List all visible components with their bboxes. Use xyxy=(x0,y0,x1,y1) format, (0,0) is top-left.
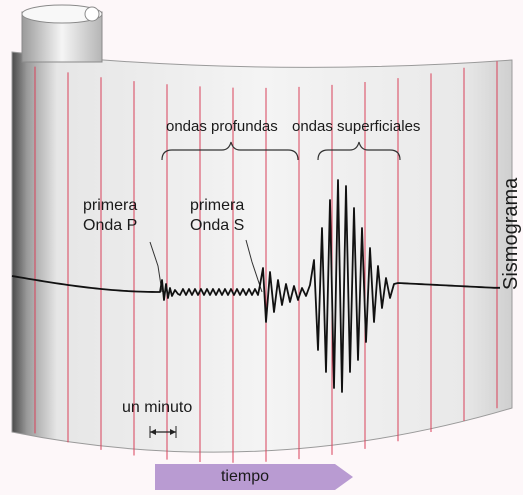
double-arrow-icon xyxy=(149,426,177,438)
page-title: Sismograma xyxy=(500,177,522,290)
s-wave-leader xyxy=(245,239,263,293)
deep-waves-bracket xyxy=(161,141,299,161)
deep-waves-label: ondas profundas xyxy=(166,118,278,135)
seismogram-trace xyxy=(11,179,500,393)
s-wave-label: primera Onda S xyxy=(190,198,244,234)
surface-waves-bracket xyxy=(317,141,401,161)
p-wave-label-line2: Onda P xyxy=(83,217,138,234)
minute-grid-lines xyxy=(34,61,498,463)
surface-waves-label: ondas superficiales xyxy=(292,118,421,135)
s-wave-label-line1: primera xyxy=(190,197,245,214)
paper-roll-icon xyxy=(21,4,103,63)
arrow-right-icon xyxy=(155,464,353,490)
p-wave-label: primera Onda P xyxy=(83,198,137,234)
time-label: tiempo xyxy=(220,468,270,485)
one-minute-label: un minuto xyxy=(122,399,193,416)
s-wave-label-line2: Onda S xyxy=(190,217,245,234)
seismogram-paper xyxy=(11,51,513,453)
p-wave-label-line1: primera xyxy=(83,197,138,214)
